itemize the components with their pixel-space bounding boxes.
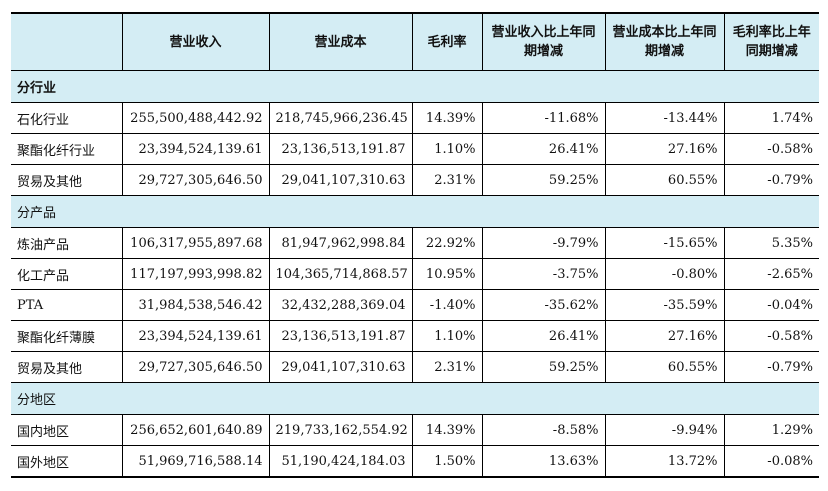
table-row: 化工产品 117,197,993,998.82 104,365,714,868.57… bbox=[11, 258, 819, 290]
table-row: 聚酯化纤薄膜 23,394,524,139.61 23,136,513,191.87… bbox=[11, 320, 819, 352]
table-cell: -9.79% bbox=[481, 227, 606, 259]
table-cell: -3.75% bbox=[481, 258, 606, 290]
table-row: 国外地区 51,969,716,588.14 51,190,424,184.03 1.… bbox=[11, 445, 819, 478]
table-row: 炼油产品 106,317,955,897.68 81,947,962,998.84 2… bbox=[11, 227, 819, 259]
row-label: 石化行业 bbox=[11, 102, 123, 134]
table-cell: 81,947,962,998.84 bbox=[268, 227, 413, 259]
table-cell: -0.79% bbox=[723, 351, 819, 383]
section-header-row: 分地区 bbox=[11, 382, 819, 415]
table-cell: -15.65% bbox=[604, 227, 725, 259]
table-cell: 23,136,513,191.87 bbox=[268, 320, 413, 352]
header-cell-revenue-yoy: 营业收入比上年同期增减 bbox=[481, 12, 606, 71]
table-cell: 59.25% bbox=[481, 164, 606, 196]
table-cell: 23,136,513,191.87 bbox=[268, 133, 413, 165]
row-label: 聚酯化纤薄膜 bbox=[11, 320, 123, 352]
row-label: 贸易及其他 bbox=[11, 164, 123, 196]
table-cell: 117,197,993,998.82 bbox=[121, 258, 270, 290]
table-cell: -13.44% bbox=[604, 102, 725, 134]
table-cell: 1.50% bbox=[411, 445, 483, 478]
table-row: 贸易及其他 29,727,305,646.50 29,041,107,310.63 2… bbox=[11, 351, 819, 383]
table-cell: 256,652,601,640.89 bbox=[121, 414, 270, 446]
table-cell: 2.31% bbox=[411, 164, 483, 196]
table-cell: 29,041,107,310.63 bbox=[268, 351, 413, 383]
financial-table: 营业收入 营业成本 毛利率 营业收入比上年同期增减 营业成本比上年同期增减 毛利… bbox=[11, 12, 819, 478]
table-cell: 2.31% bbox=[411, 351, 483, 383]
section-header-row: 分产品 bbox=[11, 195, 819, 228]
table-cell: 32,432,288,369.04 bbox=[268, 289, 413, 321]
table-row: 聚酯化纤行业 23,394,524,139.61 23,136,513,191.87… bbox=[11, 133, 819, 165]
header-cell-blank bbox=[11, 12, 123, 71]
row-label: 聚酯化纤行业 bbox=[11, 133, 123, 165]
table-cell: 27.16% bbox=[604, 320, 725, 352]
table-cell: 60.55% bbox=[604, 164, 725, 196]
table-cell: 218,745,966,236.45 bbox=[268, 102, 413, 134]
table-cell: -0.58% bbox=[723, 320, 819, 352]
table-cell: -11.68% bbox=[481, 102, 606, 134]
table-cell: -0.79% bbox=[723, 164, 819, 196]
table-cell: -0.80% bbox=[604, 258, 725, 290]
table-cell: 29,041,107,310.63 bbox=[268, 164, 413, 196]
table-cell: -0.58% bbox=[723, 133, 819, 165]
table-cell: -0.08% bbox=[723, 445, 819, 478]
header-row: 营业收入 营业成本 毛利率 营业收入比上年同期增减 营业成本比上年同期增减 毛利… bbox=[11, 12, 819, 71]
table-cell: 10.95% bbox=[411, 258, 483, 290]
section-title: 分行业 bbox=[11, 70, 819, 103]
table-cell: -35.62% bbox=[481, 289, 606, 321]
table-row: 贸易及其他 29,727,305,646.50 29,041,107,310.63 2… bbox=[11, 164, 819, 196]
table-row: PTA 31,984,538,546.42 32,432,288,369.04 -1.… bbox=[11, 289, 819, 321]
table-cell: 60.55% bbox=[604, 351, 725, 383]
table-cell: 59.25% bbox=[481, 351, 606, 383]
header-cell-revenue: 营业收入 bbox=[121, 12, 270, 71]
table-cell: 14.39% bbox=[411, 414, 483, 446]
header-cell-cost-yoy: 营业成本比上年同期增减 bbox=[604, 12, 725, 71]
table-cell: 104,365,714,868.57 bbox=[268, 258, 413, 290]
table-cell: 1.74% bbox=[723, 102, 819, 134]
row-label: 化工产品 bbox=[11, 258, 123, 290]
header-cell-gross-margin: 毛利率 bbox=[411, 12, 483, 71]
table-cell: 29,727,305,646.50 bbox=[121, 164, 270, 196]
row-label: 国内地区 bbox=[11, 414, 123, 446]
table-cell: 1.10% bbox=[411, 133, 483, 165]
table-cell: 106,317,955,897.68 bbox=[121, 227, 270, 259]
table-cell: -2.65% bbox=[723, 258, 819, 290]
table-cell: 27.16% bbox=[604, 133, 725, 165]
table-cell: 22.92% bbox=[411, 227, 483, 259]
table-cell: 23,394,524,139.61 bbox=[121, 133, 270, 165]
table-cell: 255,500,488,442.92 bbox=[121, 102, 270, 134]
table-cell: 51,190,424,184.03 bbox=[268, 445, 413, 478]
row-label: PTA bbox=[11, 289, 123, 321]
table-cell: 14.39% bbox=[411, 102, 483, 134]
table-cell: 51,969,716,588.14 bbox=[121, 445, 270, 478]
row-label: 国外地区 bbox=[11, 445, 123, 478]
table-cell: 29,727,305,646.50 bbox=[121, 351, 270, 383]
table-cell: -1.40% bbox=[411, 289, 483, 321]
row-label: 贸易及其他 bbox=[11, 351, 123, 383]
header-cell-cost: 营业成本 bbox=[268, 12, 413, 71]
table-cell: 5.35% bbox=[723, 227, 819, 259]
table-row: 石化行业 255,500,488,442.92 218,745,966,236.45… bbox=[11, 102, 819, 134]
table-cell: 1.29% bbox=[723, 414, 819, 446]
table-cell: 13.72% bbox=[604, 445, 725, 478]
table-cell: -0.04% bbox=[723, 289, 819, 321]
table-cell: 23,394,524,139.61 bbox=[121, 320, 270, 352]
table-cell: 1.10% bbox=[411, 320, 483, 352]
table-row: 国内地区 256,652,601,640.89 219,733,162,554.92… bbox=[11, 414, 819, 446]
section-title: 分地区 bbox=[11, 382, 819, 415]
table-cell: -8.58% bbox=[481, 414, 606, 446]
table-cell: 219,733,162,554.92 bbox=[268, 414, 413, 446]
row-label: 炼油产品 bbox=[11, 227, 123, 259]
section-header-row: 分行业 bbox=[11, 70, 819, 103]
header-cell-margin-yoy: 毛利率比上年同期增减 bbox=[723, 12, 819, 71]
table-cell: -9.94% bbox=[604, 414, 725, 446]
section-title: 分产品 bbox=[11, 195, 819, 228]
table-cell: 26.41% bbox=[481, 320, 606, 352]
table-cell: -35.59% bbox=[604, 289, 725, 321]
table-cell: 13.63% bbox=[481, 445, 606, 478]
table-cell: 31,984,538,546.42 bbox=[121, 289, 270, 321]
table-cell: 26.41% bbox=[481, 133, 606, 165]
